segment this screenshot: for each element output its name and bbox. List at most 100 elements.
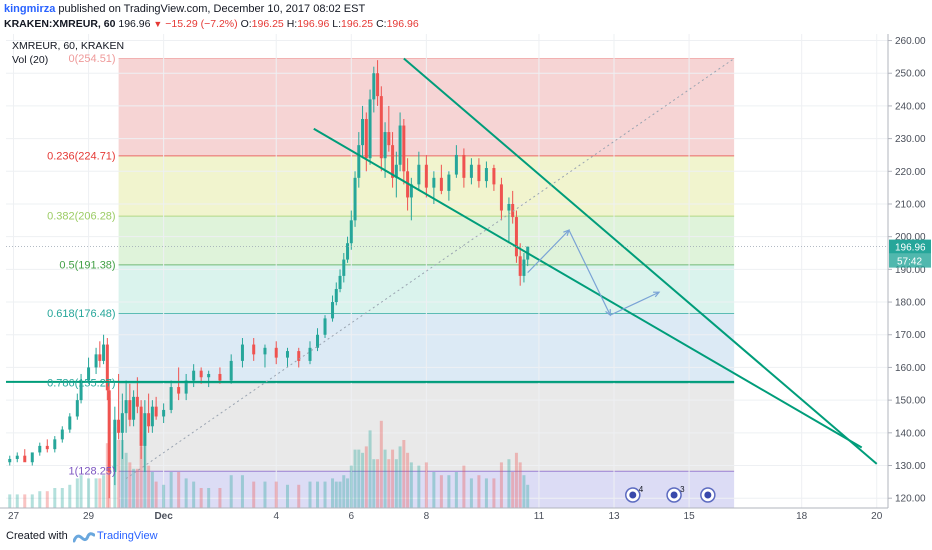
candle-body — [308, 347, 312, 361]
volume-bar — [128, 462, 132, 508]
candle-body — [331, 302, 335, 319]
candle-body — [128, 400, 132, 420]
volume-bar — [526, 484, 530, 508]
price-axis-background — [888, 34, 932, 508]
volume-bar — [477, 475, 481, 508]
volume-bar — [79, 475, 83, 508]
tradingview-link[interactable]: TradingView — [97, 530, 158, 542]
candle-body — [499, 184, 503, 211]
candle-body — [394, 164, 398, 178]
candle-body — [113, 419, 117, 473]
candle-body — [120, 413, 124, 433]
volume-bar — [285, 484, 289, 508]
candle-body — [409, 184, 413, 198]
volume-bar — [87, 478, 91, 508]
volume-bar — [484, 478, 488, 508]
volume-bar — [53, 488, 57, 508]
candle-body — [522, 259, 526, 276]
volume-bar — [454, 472, 458, 508]
candle-body — [469, 164, 473, 178]
volume-bar — [406, 452, 410, 508]
volume-bar — [514, 452, 518, 508]
candle-body — [184, 380, 188, 394]
candle-body — [143, 413, 147, 446]
volume-bar — [199, 488, 203, 508]
candle-body — [98, 354, 102, 361]
candle-body — [387, 132, 391, 146]
candle-body — [391, 145, 395, 178]
volume-bar — [60, 488, 64, 508]
volume-bar — [364, 446, 368, 508]
price-axis[interactable]: 120.00130.00140.00150.00160.00170.00180.… — [0, 34, 932, 524]
volume-bar — [154, 481, 158, 508]
candle-body — [132, 396, 136, 420]
volume-bar — [8, 494, 12, 508]
candle-body — [30, 452, 34, 463]
candle-body — [338, 275, 342, 289]
projection-segment — [568, 229, 611, 316]
fib-level-label: 1(128.25) — [69, 466, 116, 478]
volume-bar — [274, 481, 278, 508]
candle-body — [357, 145, 361, 178]
symbol-name: KRAKEN:XMREUR, 60 — [4, 18, 116, 30]
event-badge-dot — [704, 491, 712, 499]
volume-bar — [132, 468, 136, 508]
footer: Created with TradingView — [0, 524, 932, 550]
price-tick-label: 190.00 — [895, 265, 926, 276]
candle-body — [87, 367, 91, 381]
volume-bar — [383, 449, 387, 508]
candle-body — [364, 118, 368, 159]
candle-body — [507, 203, 511, 211]
volume-bar — [316, 481, 320, 508]
ohlc-high-label: H: — [286, 18, 298, 30]
volume-bar — [409, 462, 413, 508]
candle-body — [154, 406, 158, 417]
candle-body — [447, 174, 451, 191]
volume-bar — [402, 440, 406, 508]
volume-bar — [68, 484, 72, 508]
volume-bar — [424, 462, 428, 508]
volume-bar — [23, 494, 27, 508]
volume-bar — [252, 481, 256, 508]
event-badge-dot — [670, 491, 678, 499]
time-tick-label: 29 — [83, 511, 95, 522]
volume-bar — [432, 472, 436, 508]
price-tick-label: 180.00 — [895, 298, 926, 309]
volume-bar — [417, 465, 421, 508]
candle-body — [135, 396, 139, 407]
candle-body — [417, 164, 421, 185]
volume-bar — [357, 449, 361, 508]
author-link[interactable]: kingmirza — [4, 3, 56, 15]
price-change: −15.29 (−7.2%) — [165, 18, 238, 30]
volume-bar — [45, 491, 49, 508]
candle-body — [353, 177, 357, 221]
volume-bar — [297, 484, 301, 508]
volume-bar — [139, 446, 143, 508]
candle-body — [199, 370, 203, 378]
volume-bar — [105, 443, 109, 508]
volume-bar — [94, 478, 98, 508]
price-tick-label: 200.00 — [895, 232, 926, 243]
price-tick-label: 140.00 — [895, 428, 926, 439]
symbol-line: KRAKEN:XMREUR, 60 196.96 ▼ −15.29 (−7.2%… — [4, 18, 419, 30]
volume-bar — [522, 475, 526, 508]
fib-level-label: 0.618(176.48) — [47, 308, 116, 320]
volume-bar — [518, 462, 522, 508]
candle-body — [177, 387, 181, 394]
volume-bar — [379, 420, 383, 508]
volume-bar — [98, 478, 102, 508]
candle-body — [402, 125, 406, 172]
publish-line: kingmirza published on TradingView.com, … — [4, 3, 365, 15]
volume-bar — [135, 468, 139, 508]
volume-bar — [120, 440, 124, 508]
volume-bar — [177, 472, 181, 508]
down-arrow-icon: ▼ — [153, 19, 163, 29]
volume-bar — [240, 475, 244, 508]
fib-level-label: 0.236(224.71) — [47, 150, 116, 162]
current-price-badge — [889, 239, 931, 254]
price-tick-label: 150.00 — [895, 396, 926, 407]
candle-body — [316, 334, 320, 348]
price-tick-label: 250.00 — [895, 69, 926, 80]
volume-bar — [469, 478, 473, 508]
